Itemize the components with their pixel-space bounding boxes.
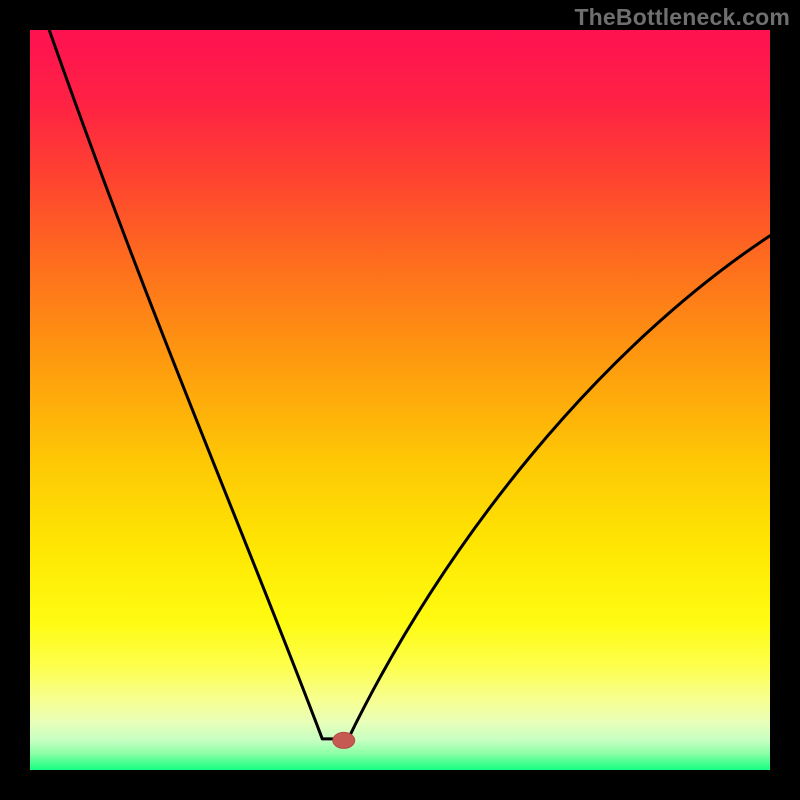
chart-container: TheBottleneck.com (0, 0, 800, 800)
optimal-point-marker (333, 732, 355, 748)
gradient-chart (0, 0, 800, 800)
plot-area (30, 30, 770, 770)
watermark-label: TheBottleneck.com (574, 4, 790, 31)
